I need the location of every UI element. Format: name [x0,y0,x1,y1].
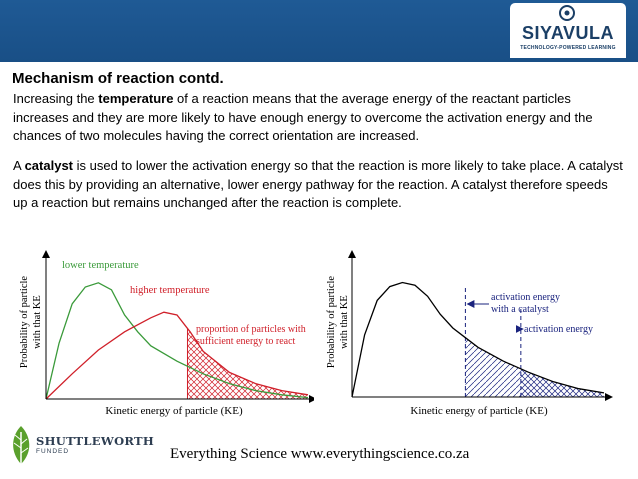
lower-temperature-curve [45,282,309,400]
p1-keyword: temperature [98,91,174,106]
distribution-curve [351,281,605,398]
left-x-axis-label: Kinetic energy of particle (KE) [105,405,243,417]
logo-tagline: TECHNOLOGY-POWERED LEARNING [520,45,616,51]
lower-temperature-label: lower temperature [62,260,139,271]
uncatalysed-ea-label: activation energy [524,324,593,335]
logo-name: SIYAVULA [521,23,615,43]
header-bar: SIYAVULA TECHNOLOGY-POWERED LEARNING [0,0,638,62]
p1-text-end: of a reaction means that the average ene… [13,91,593,143]
p1-text-start: Increasing the [13,91,99,106]
right-y-label-line-2: with that KE [339,295,350,349]
left-shaded-region [187,328,308,399]
temperature-paragraph: Increasing the temperature of a reaction… [13,90,625,146]
slide-title: Mechanism of reaction contd. [12,70,224,87]
sponsor-sub: FUNDED [36,448,70,455]
uncatalysed-region [520,368,604,397]
left-annotation-line-1: proportion of particles with [196,324,306,335]
right-y-label-line-1: Probability of particle [326,276,337,368]
siyavula-logo-icon [559,5,575,21]
right-x-axis-label: Kinetic energy of particle (KE) [410,405,548,417]
catalyst-paragraph: A catalyst is used to lower the activati… [13,157,625,213]
siyavula-logo: SIYAVULA TECHNOLOGY-POWERED LEARNING [510,3,626,58]
sponsor-name: SHUTTLEWORTH [36,434,155,448]
catalyst-ea-label-line-1: activation energy [491,292,560,303]
catalyst-ea-label-line-2: with a catalyst [491,304,549,315]
left-y-axis-label: Probability of particle with that KE [19,276,43,368]
leaf-icon [13,426,30,464]
catalyst-distribution-chart: Kinetic energy of particle (KE) Probabil… [326,250,613,417]
footer-text: Everything Science www.everythingscience… [170,446,470,462]
left-annotation-line-2: sufficient energy to react [196,336,296,347]
p2-text-start: A [13,158,25,173]
left-y-label-line-1: Probability of particle [19,276,30,368]
temperature-distribution-chart: Kinetic energy of particle (KE) Probabil… [19,250,314,417]
p2-keyword: catalyst [24,158,73,173]
left-y-label-line-2: with that KE [32,295,43,349]
higher-temperature-curve [45,311,309,400]
catalyst-only-region [465,337,521,397]
p2-text-end: is used to lower the activation energy s… [13,158,623,210]
shuttleworth-logo: SHUTTLEWORTH FUNDED [0,420,165,470]
right-y-axis-label: Probability of particle with that KE [326,276,350,368]
higher-temperature-label: higher temperature [130,285,210,296]
